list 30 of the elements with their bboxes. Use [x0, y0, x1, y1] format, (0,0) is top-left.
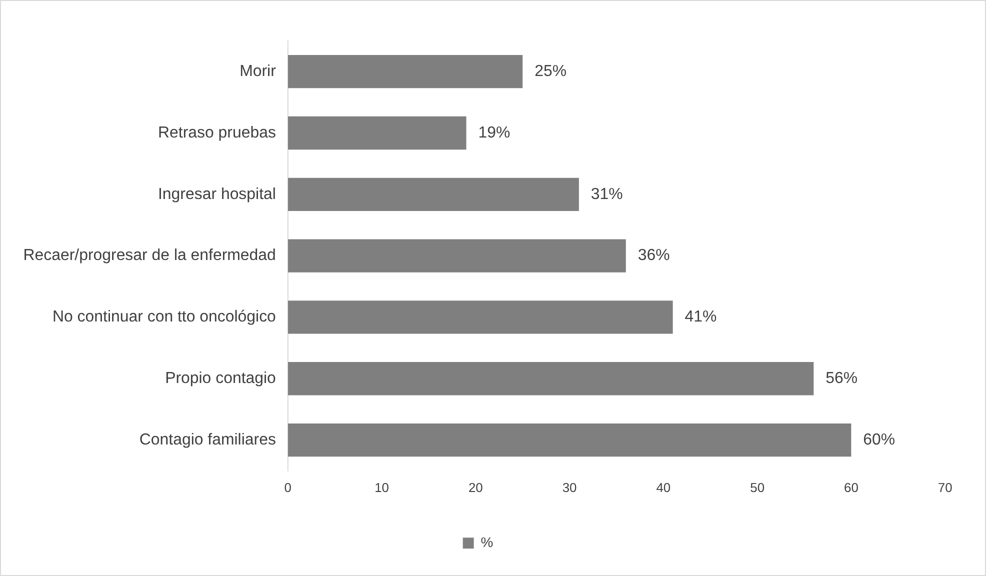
- bar: [288, 178, 579, 211]
- x-tick-label: 10: [374, 480, 389, 496]
- x-tick-label: 0: [284, 480, 292, 496]
- data-label: 56%: [826, 370, 858, 388]
- data-label: 41%: [684, 308, 717, 326]
- bar: [288, 116, 466, 150]
- x-tick-label: 30: [562, 480, 577, 496]
- data-label: 31%: [590, 186, 623, 203]
- y-tick-label: Retraso pruebas: [158, 124, 276, 142]
- y-tick-label: Ingresar hospital: [158, 186, 276, 203]
- data-label: 25%: [534, 62, 567, 80]
- x-tick-label: 40: [656, 480, 671, 496]
- bar: [288, 54, 523, 88]
- y-tick-label: Propio contagio: [165, 370, 276, 388]
- data-label: 36%: [638, 247, 670, 264]
- x-tick-label: 60: [844, 480, 858, 496]
- y-tick-label: Recaer/progresar de la enfermedad: [23, 247, 276, 264]
- bar: [288, 362, 814, 396]
- x-tick-label: 70: [938, 480, 952, 496]
- legend-label: %: [480, 534, 494, 550]
- bar: [288, 239, 626, 272]
- x-tick-label: 50: [750, 480, 765, 496]
- data-label: 60%: [863, 431, 896, 448]
- y-tick-label: No continuar con tto oncológico: [52, 308, 276, 326]
- y-tick-label: Morir: [240, 62, 277, 80]
- data-label: 19%: [478, 124, 510, 142]
- x-tick-label: 20: [468, 480, 483, 496]
- bar: [288, 423, 852, 457]
- bar: [288, 300, 673, 334]
- y-tick-label: Contagio familiares: [139, 431, 276, 448]
